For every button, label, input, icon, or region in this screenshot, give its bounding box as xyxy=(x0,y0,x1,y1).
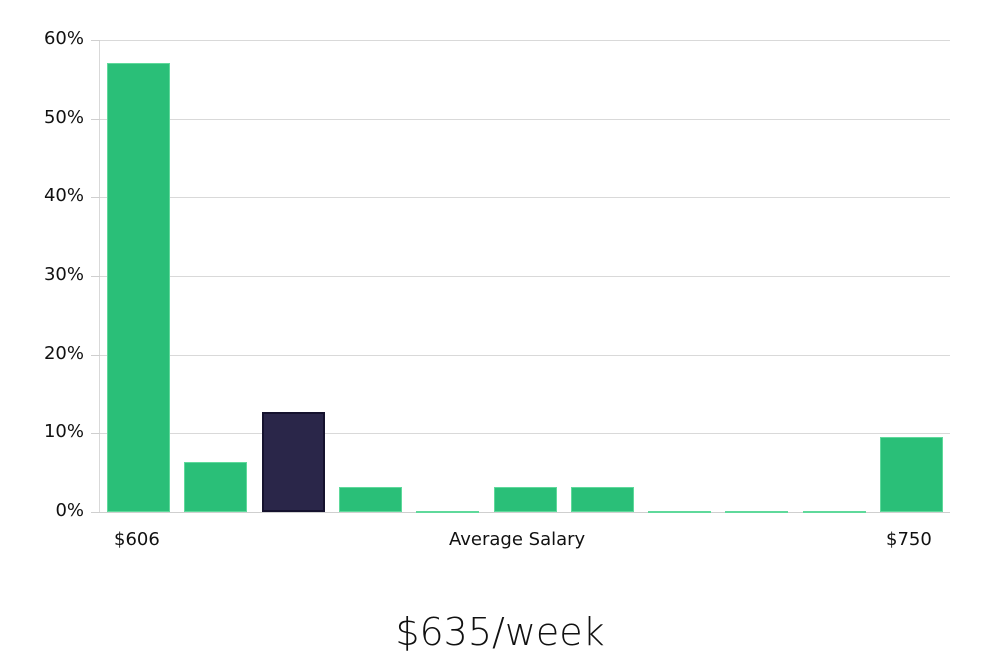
y-tick-label: 0% xyxy=(55,500,84,521)
y-tick-mark xyxy=(91,118,100,120)
bar xyxy=(648,510,712,513)
x-axis-title: Average Salary xyxy=(449,529,586,550)
gridline xyxy=(100,276,950,277)
gridline xyxy=(100,40,950,41)
y-tick-mark xyxy=(91,40,100,41)
bar xyxy=(725,510,789,513)
y-tick-label: 40% xyxy=(43,185,84,207)
y-tick-label: 10% xyxy=(43,421,84,443)
bar xyxy=(416,510,480,513)
y-tick-mark xyxy=(91,276,100,277)
bar xyxy=(107,62,170,512)
bar xyxy=(338,486,402,512)
bar xyxy=(880,437,943,512)
x-axis-baseline xyxy=(100,512,950,513)
bar xyxy=(802,510,866,513)
gridline xyxy=(100,197,950,199)
bar xyxy=(184,462,248,512)
y-tick-label: 50% xyxy=(43,106,84,128)
y-tick-mark xyxy=(91,354,100,356)
y-tick-label: 60% xyxy=(43,28,84,49)
average-salary-value: $635/week xyxy=(395,610,605,654)
y-tick-label: 20% xyxy=(43,342,84,364)
y-tick-mark xyxy=(91,197,100,199)
x-max-label: $750 xyxy=(886,529,932,550)
bar xyxy=(493,486,557,512)
y-tick-label: 30% xyxy=(43,264,84,285)
y-tick-mark xyxy=(91,512,100,513)
gridline xyxy=(100,118,950,120)
gridline xyxy=(100,354,950,356)
gridline xyxy=(100,433,950,435)
bar xyxy=(570,486,634,512)
y-tick-mark xyxy=(91,433,100,435)
bar-highlighted xyxy=(261,412,325,512)
x-min-label: $606 xyxy=(114,529,160,550)
